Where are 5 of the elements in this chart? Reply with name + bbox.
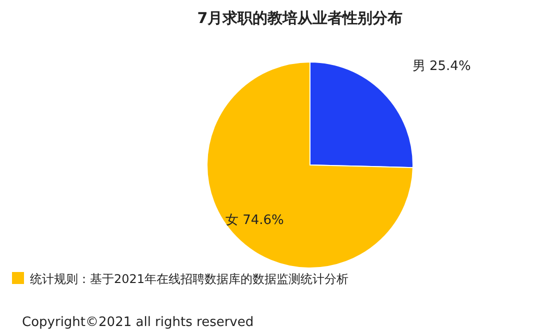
slice-label: 男 25.4% — [412, 59, 471, 74]
chart-title: 7月求职的教培从业者性别分布 — [197, 9, 403, 27]
slice-label: 女 74.6% — [225, 212, 284, 228]
text: 统计规则：基于2021年在线招聘数据库的数据监测统计分析 — [30, 272, 349, 286]
text: Copyright©2021 all rights reserved — [22, 315, 254, 330]
